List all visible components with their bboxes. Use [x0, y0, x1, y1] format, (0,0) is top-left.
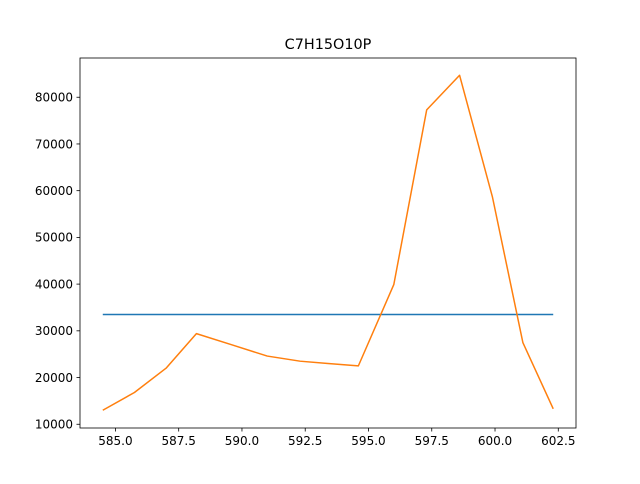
y-tick-label: 10000 [35, 418, 73, 432]
plot-frame [79, 57, 577, 429]
y-tick-label: 20000 [35, 371, 73, 385]
x-tick-label: 595.0 [351, 434, 385, 448]
series-line-2 [102, 74, 554, 411]
x-tick-label: 600.0 [478, 434, 512, 448]
x-tick-label: 597.5 [415, 434, 449, 448]
x-tick-label: 587.5 [162, 434, 196, 448]
y-tick-label: 30000 [35, 324, 73, 338]
x-tick-label: 585.0 [98, 434, 132, 448]
y-tick-label: 50000 [35, 231, 73, 245]
x-tick-label: 592.5 [288, 434, 322, 448]
y-tick-label: 80000 [35, 91, 73, 105]
x-tick-label: 602.5 [541, 434, 575, 448]
y-tick-label: 70000 [35, 137, 73, 151]
y-tick-label: 40000 [35, 277, 73, 291]
x-tick-label: 590.0 [225, 434, 259, 448]
chart-title: C7H15O10P [285, 37, 372, 53]
y-tick-label: 60000 [35, 184, 73, 198]
